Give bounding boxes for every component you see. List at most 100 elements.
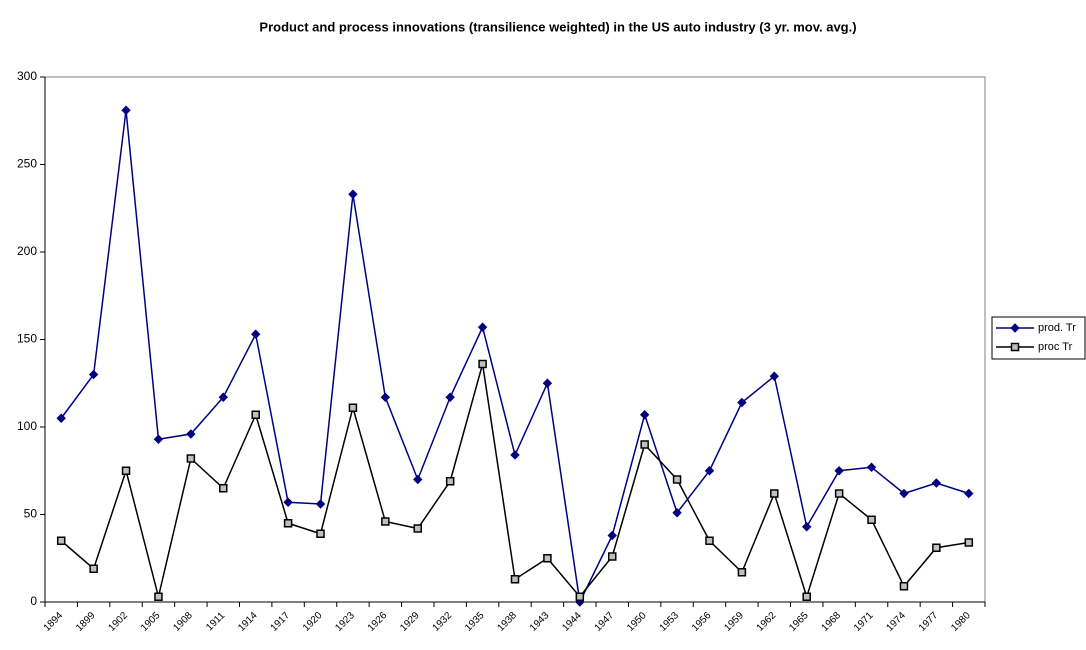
point <box>704 466 715 476</box>
point <box>737 397 747 408</box>
point <box>640 440 649 449</box>
point <box>510 450 520 460</box>
point <box>1010 323 1020 333</box>
x-tick-label: 1980 <box>949 610 973 634</box>
point <box>348 403 358 412</box>
x-tick-label: 1905 <box>139 610 163 634</box>
point <box>477 322 488 332</box>
point <box>413 524 423 533</box>
x-tick-label: 1911 <box>204 610 227 633</box>
point <box>769 371 780 381</box>
point <box>251 410 260 419</box>
x-tick-label: 1932 <box>431 610 455 634</box>
y-tick-label: 100 <box>17 419 37 433</box>
point <box>802 592 811 601</box>
x-tick-label: 1944 <box>560 610 584 634</box>
series-line <box>60 110 970 605</box>
x-tick-label: 1977 <box>917 610 941 634</box>
legend-label: prod. Tr <box>1038 322 1076 334</box>
chart-title: Product and process innovations (transil… <box>259 19 856 34</box>
point <box>672 508 682 518</box>
plot-area <box>44 76 986 603</box>
point <box>542 378 553 388</box>
point <box>283 519 293 528</box>
point <box>283 497 293 507</box>
point <box>1010 342 1020 352</box>
series-line <box>60 363 969 600</box>
point <box>153 434 164 444</box>
point <box>964 538 974 547</box>
point <box>705 536 714 545</box>
point <box>737 568 747 577</box>
point <box>867 515 876 524</box>
x-tick-label: 1956 <box>690 610 714 634</box>
x-tick-label: 1950 <box>625 610 649 634</box>
legend-label: proc Tr <box>1038 341 1073 353</box>
y-tick-label: 0 <box>30 594 37 608</box>
y-tick-label: 50 <box>24 507 38 521</box>
point <box>575 592 585 601</box>
x-tick-label: 1959 <box>722 610 746 634</box>
x-tick-label: 1923 <box>333 610 357 634</box>
point <box>186 454 196 463</box>
point <box>802 522 812 532</box>
point <box>121 105 131 115</box>
x-tick-label: 1899 <box>74 610 98 634</box>
x-tick-label: 1935 <box>463 610 487 634</box>
x-tick-label: 1943 <box>528 610 552 634</box>
point <box>672 475 682 484</box>
point <box>964 488 974 499</box>
point <box>348 189 358 199</box>
x-tick-label: 1914 <box>236 610 260 634</box>
x-tick-label: 1968 <box>820 610 844 634</box>
x-tick-label: 1938 <box>495 610 519 634</box>
point <box>607 552 617 561</box>
point <box>543 554 552 563</box>
x-tick-label: 1971 <box>852 610 876 634</box>
x-tick-label: 1926 <box>366 610 390 634</box>
point <box>834 489 844 498</box>
point <box>413 474 423 485</box>
point <box>89 564 98 573</box>
point <box>899 488 909 499</box>
point <box>639 410 650 420</box>
x-tick-label: 1947 <box>593 610 617 634</box>
point <box>834 466 844 476</box>
x-tick-label: 1965 <box>787 610 811 634</box>
point <box>607 530 617 541</box>
point <box>866 462 877 472</box>
point <box>121 466 131 475</box>
point <box>250 329 261 339</box>
legend-box <box>991 316 1086 360</box>
x-tick-label: 1908 <box>171 610 195 634</box>
point <box>316 529 325 538</box>
y-tick-label: 250 <box>17 157 37 171</box>
point <box>218 392 228 402</box>
series <box>56 105 974 607</box>
point <box>899 582 909 591</box>
x-tick-label: 1962 <box>755 610 779 634</box>
y-tick-label: 200 <box>17 244 37 258</box>
point <box>770 489 779 498</box>
point <box>154 592 163 601</box>
point <box>380 392 391 402</box>
point <box>56 536 66 545</box>
x-tick-label: 1920 <box>301 610 325 634</box>
point <box>932 543 941 552</box>
y-tick-label: 300 <box>17 69 37 83</box>
point <box>381 517 390 526</box>
y-tick-label: 150 <box>17 332 37 346</box>
point <box>445 392 455 402</box>
point <box>56 413 66 423</box>
point <box>219 484 228 493</box>
point <box>931 478 942 488</box>
x-tick-label: 1974 <box>884 610 908 634</box>
point <box>510 575 520 584</box>
point <box>478 359 487 369</box>
x-tick-label: 1953 <box>658 610 682 634</box>
point <box>315 499 326 509</box>
point <box>186 429 196 439</box>
x-tick-label: 1902 <box>107 610 131 634</box>
